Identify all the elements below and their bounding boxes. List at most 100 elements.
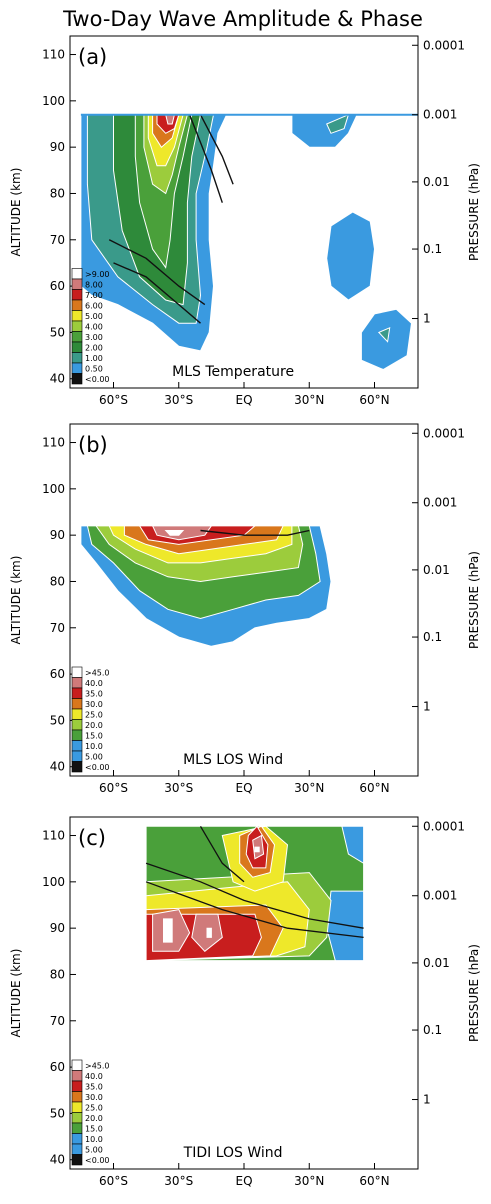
pressure-tick-label: 0.01 xyxy=(423,563,450,577)
contour-region-16 xyxy=(254,846,260,853)
legend-label: 5.00 xyxy=(85,312,103,321)
contour-region-14 xyxy=(163,918,173,943)
legend-swatch xyxy=(71,1112,83,1124)
legend-swatch xyxy=(71,352,83,364)
x-tick-label: EQ xyxy=(235,1174,252,1188)
y-tick-label: 100 xyxy=(42,94,65,108)
y-tick-label: 40 xyxy=(50,1153,65,1167)
y-tick-label: 100 xyxy=(42,875,65,889)
pressure-tick-label: 0.1 xyxy=(423,630,442,644)
contour-region-3 xyxy=(341,825,365,865)
legend-label: >45.0 xyxy=(85,669,110,678)
phase-contour-1 xyxy=(200,529,310,536)
legend-swatch xyxy=(71,278,83,290)
legend-label: 0.50 xyxy=(85,365,103,374)
pressure-tick-label: 0.001 xyxy=(423,889,457,903)
legend-label: 3.00 xyxy=(85,333,103,342)
legend-label: 20.0 xyxy=(85,721,103,730)
pressure-tick-label: 1 xyxy=(423,700,431,714)
legend-label: 1.00 xyxy=(85,354,103,363)
pressure-tick-label: 1 xyxy=(423,1093,431,1107)
legend-label: 35.0 xyxy=(85,1083,103,1092)
x-tick-label: 30°S xyxy=(164,393,193,407)
y-tick-label: 70 xyxy=(50,621,65,635)
legend-label: 8.00 xyxy=(85,281,103,290)
contour-region-3 xyxy=(326,211,376,301)
instrument-label: MLS LOS Wind xyxy=(183,752,283,768)
x-tick-label: EQ xyxy=(235,781,252,795)
legend-label: 5.00 xyxy=(85,1146,103,1155)
legend-swatch xyxy=(71,1154,83,1166)
pressure-axis-label: PRESSURE (hPa) xyxy=(467,944,481,1042)
x-tick-label: 30°N xyxy=(294,393,324,407)
legend-swatch xyxy=(71,331,83,343)
pressure-tick-label: 0.01 xyxy=(423,175,450,189)
legend-swatch xyxy=(71,740,83,752)
y-tick-label: 60 xyxy=(50,279,65,293)
legend-swatch xyxy=(71,761,83,773)
y-tick-label: 60 xyxy=(50,667,65,681)
legend-label: 25.0 xyxy=(85,1104,103,1113)
legend-label: 35.0 xyxy=(85,690,103,699)
y-tick-label: 110 xyxy=(42,436,65,450)
x-tick-label: 30°N xyxy=(294,1174,324,1188)
phase-contour-3 xyxy=(199,825,245,883)
contour-region-7 xyxy=(377,326,391,343)
pressure-tick-label: 1 xyxy=(423,312,431,326)
pressure-tick-label: 0.001 xyxy=(423,108,457,122)
legend-swatch xyxy=(71,289,83,301)
contour-region-2 xyxy=(326,890,365,962)
legend-swatch xyxy=(71,1133,83,1145)
panel-2: 40 50 60 70 80 90 100 110 60°S 30°S EQ 30°N 60°N 0.00… xyxy=(9,423,481,795)
legend-swatch xyxy=(71,1080,83,1092)
y-tick-label: 80 xyxy=(50,186,65,200)
x-tick-label: 30°S xyxy=(164,781,193,795)
panel-label: (b) xyxy=(78,433,108,457)
legend-label: 25.0 xyxy=(85,711,103,720)
legend-swatch xyxy=(71,719,83,731)
legend-swatch xyxy=(71,341,83,353)
pressure-tick-label: 0.0001 xyxy=(423,426,465,440)
phase-contour-1 xyxy=(145,862,364,929)
legend-swatch xyxy=(71,698,83,710)
y-tick-label: 100 xyxy=(42,482,65,496)
color-legend: >45.040.0 35.030.0 25.020.0 15.010.0 5.00<0.… xyxy=(71,666,110,773)
legend-swatch xyxy=(71,708,83,720)
phase-contour-4 xyxy=(199,114,234,185)
pressure-tick-label: 0.1 xyxy=(423,1023,442,1037)
panel-3: 40 50 60 70 80 90 100 110 60°S 30°S EQ 30°N 60°N 0.00… xyxy=(9,816,481,1188)
legend-label: 15.0 xyxy=(85,732,103,741)
pressure-tick-label: 0.001 xyxy=(423,496,457,510)
legend-label: 15.0 xyxy=(85,1125,103,1134)
legend-swatch xyxy=(71,310,83,322)
legend-label: 40.0 xyxy=(85,679,103,688)
legend-label: <0.00 xyxy=(85,763,110,772)
y-tick-label: 70 xyxy=(50,1014,65,1028)
legend-swatch xyxy=(71,750,83,762)
legend-swatch xyxy=(71,320,83,332)
legend-swatch xyxy=(71,1101,83,1113)
legend-label: <0.00 xyxy=(85,375,110,384)
panel-label: (c) xyxy=(78,826,106,850)
y-tick-label: 50 xyxy=(50,325,65,339)
phase-contour-2 xyxy=(108,239,206,306)
phase-contour-2 xyxy=(145,881,364,939)
y-tick-label: 90 xyxy=(50,921,65,935)
legend-swatch xyxy=(71,1143,83,1155)
pressure-tick-label: 0.0001 xyxy=(423,38,465,52)
panels: 40 50 60 70 80 90 100 110 60°S 30°S EQ 30°N 60°N 0.00… xyxy=(9,35,481,1188)
legend-label: >9.00 xyxy=(85,270,110,279)
y-tick-label: 90 xyxy=(50,528,65,542)
legend-swatch xyxy=(71,268,83,280)
y-tick-label: 60 xyxy=(50,1060,65,1074)
y-tick-label: 50 xyxy=(50,1106,65,1120)
y-tick-label: 40 xyxy=(50,760,65,774)
y-axis-label: ALTITUDE (km) xyxy=(9,556,23,645)
legend-swatch xyxy=(71,687,83,699)
contour-region-15 xyxy=(206,927,212,938)
x-tick-label: 60°N xyxy=(359,1174,389,1188)
legend-label: 40.0 xyxy=(85,1072,103,1081)
pressure-axis-label: PRESSURE (hPa) xyxy=(467,163,481,261)
legend-swatch xyxy=(71,677,83,689)
legend-swatch xyxy=(71,1122,83,1134)
